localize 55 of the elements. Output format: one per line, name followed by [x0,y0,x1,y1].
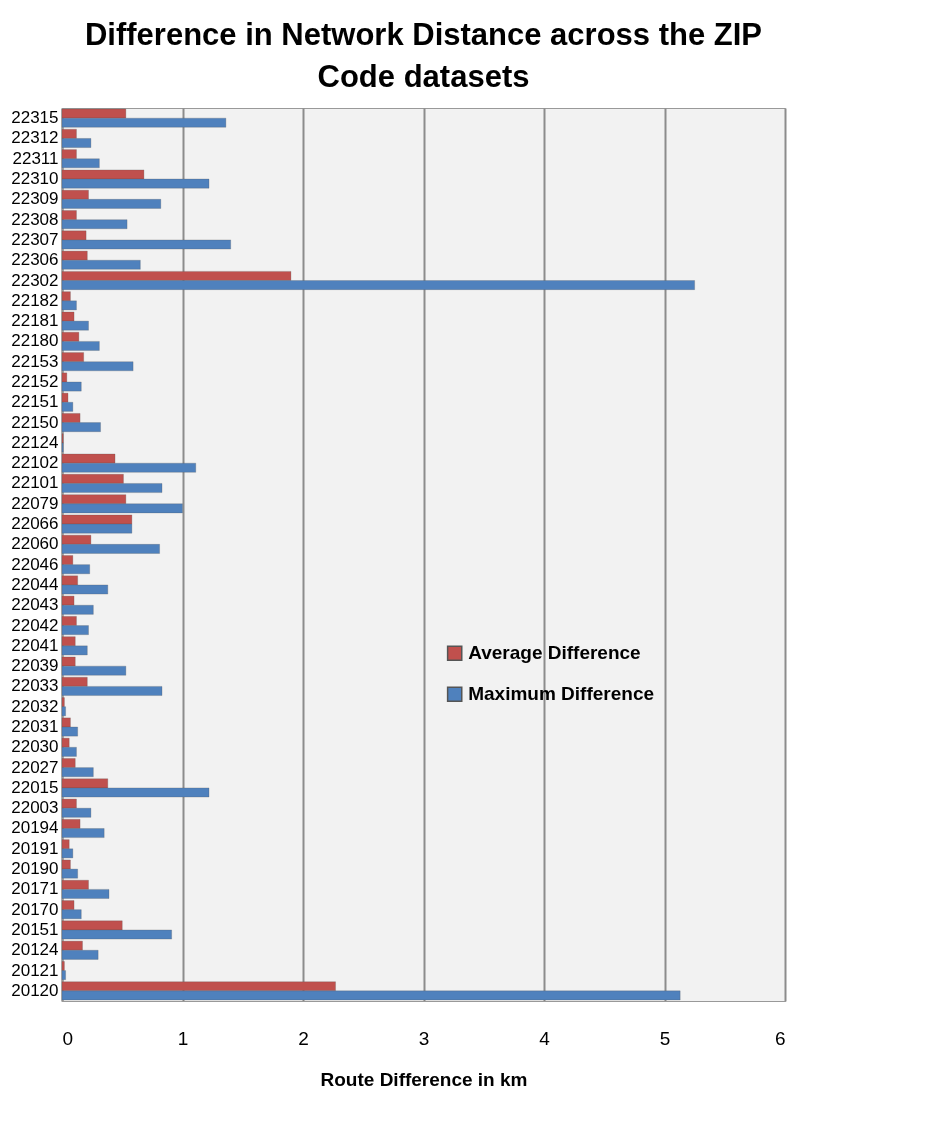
chart-title: Difference in Network Distance across the ZIP Code datasets [84,17,763,94]
y-tick-label: 22043 [11,595,59,615]
y-tick-label: 22101 [11,473,59,493]
y-tick-label: 22030 [11,737,59,757]
y-tick-label: 22151 [11,392,59,412]
y-tick-label: 22309 [11,189,59,209]
y-tick-label: 22003 [11,798,59,818]
y-tick-label: 22033 [11,676,59,696]
y-tick-label: 22039 [11,656,59,676]
y-tick-label: 22079 [11,493,59,513]
y-tick-label: 22181 [11,311,59,331]
y-tick-label: 22306 [11,250,59,270]
y-tick-label: 20194 [11,818,59,838]
y-tick-label: 22153 [11,351,59,371]
y-tick-label: 22046 [11,554,59,574]
y-tick-label: 22180 [11,331,59,351]
legend-label: Maximum Difference [468,683,655,705]
y-tick-label: 20190 [11,859,59,879]
y-tick-label: 22302 [11,270,59,290]
y-tick-label: 22032 [11,696,59,716]
x-tick-label: 3 [418,1027,430,1049]
y-tick-label: 22044 [11,574,59,594]
y-tick-label: 22060 [11,534,59,554]
x-tick-label: 1 [177,1027,189,1049]
y-tick-label: 20171 [11,879,59,899]
y-tick-label: 20121 [11,960,59,980]
x-tick-label: 0 [62,1027,74,1049]
x-tick-label: 5 [659,1027,671,1049]
y-tick-label: 22150 [11,412,59,432]
y-tick-label: 20151 [11,919,59,939]
x-tick-label: 2 [298,1027,309,1049]
y-tick-label: 22015 [11,777,59,797]
x-axis-title: Route Difference in km [320,1068,528,1090]
y-tick-label: 22310 [11,169,59,189]
y-tick-label: 22031 [11,717,59,737]
y-tick-label: 22102 [11,453,59,473]
y-tick-label: 20124 [11,940,59,960]
y-tick-label: 22027 [11,757,59,777]
y-tick-label: 22152 [11,371,59,391]
y-tick-label: 22042 [11,615,59,635]
y-tick-label: 22308 [11,209,59,229]
y-tick-label: 22066 [11,514,59,534]
y-tick-label: 22311 [12,148,59,168]
y-tick-label: 22312 [11,128,59,148]
y-tick-label: 22182 [11,290,59,310]
x-tick-label: 4 [539,1027,551,1049]
y-tick-label: 22307 [11,229,59,249]
y-tick-label: 20120 [11,980,59,1000]
y-tick-label: 22124 [11,432,59,452]
y-tick-label: 20191 [11,838,59,858]
y-tick-label: 22041 [11,635,59,655]
legend-label: Average Difference [468,642,641,664]
y-tick-label: 22315 [11,108,59,128]
y-tick-label: 20170 [11,899,59,919]
x-tick-label: 6 [774,1027,786,1049]
